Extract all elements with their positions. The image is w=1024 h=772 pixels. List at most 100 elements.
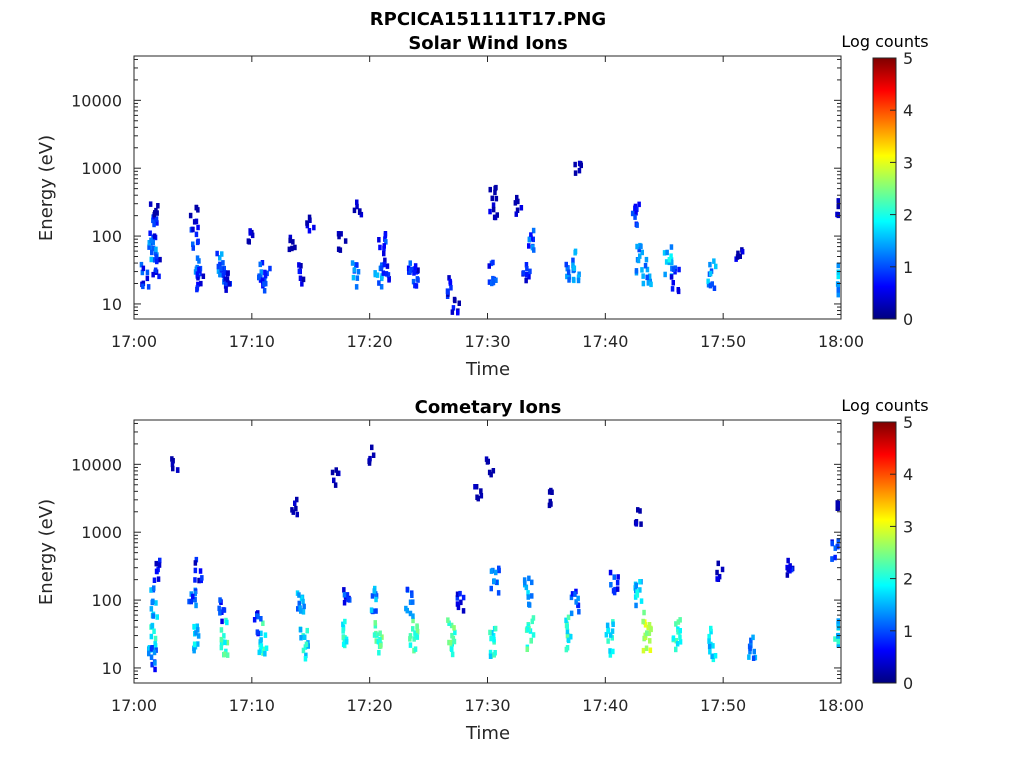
heatmap-cell <box>524 584 529 591</box>
figure-title: RPCICA151111T17.PNG <box>370 9 606 30</box>
colorbar-tick-label: 2 <box>903 570 913 589</box>
heatmap-cell <box>479 493 484 499</box>
heatmap-cell <box>408 599 413 605</box>
solar-wind-plot-frame <box>133 55 842 320</box>
heatmap-cell <box>218 255 222 261</box>
heatmap-cell <box>153 641 157 647</box>
heatmap-cell <box>570 591 575 597</box>
heatmap-cell <box>564 617 568 624</box>
heatmap-cell <box>527 243 531 249</box>
heatmap-cell <box>636 257 641 264</box>
heatmap-cell <box>381 270 386 276</box>
heatmap-cell <box>373 271 377 278</box>
heatmap-cell <box>450 309 455 315</box>
heatmap-cell <box>488 649 493 656</box>
heatmap-cell <box>264 645 269 651</box>
heatmap-cell <box>352 207 357 214</box>
heatmap-cell <box>493 189 497 196</box>
heatmap-cell <box>641 647 646 654</box>
heatmap-cell <box>712 285 717 291</box>
heatmap-cell <box>216 268 221 274</box>
colorbar-tick-label: 5 <box>903 413 913 432</box>
heatmap-cell <box>676 619 681 625</box>
heatmap-cell <box>667 257 672 263</box>
heatmap-cell <box>154 216 159 222</box>
heatmap-cell <box>350 260 355 266</box>
solar-wind-y-label: Energy (eV) <box>36 135 57 241</box>
heatmap-cell <box>475 494 479 500</box>
heatmap-cell <box>408 610 413 617</box>
heatmap-cell <box>344 639 349 645</box>
heatmap-cell <box>369 607 374 613</box>
heatmap-cell <box>139 261 144 268</box>
heatmap-cell <box>171 465 175 472</box>
x-tick-label: 17:50 <box>700 696 746 715</box>
x-tick-label: 18:00 <box>818 696 864 715</box>
heatmap-cell <box>639 598 644 604</box>
heatmap-cell <box>751 655 756 661</box>
heatmap-cell <box>665 249 669 256</box>
heatmap-cell <box>526 590 530 596</box>
heatmap-cell <box>382 243 386 249</box>
heatmap-cell <box>259 643 264 649</box>
heatmap-cell <box>195 271 200 277</box>
heatmap-cell <box>576 602 581 609</box>
heatmap-cell <box>293 500 297 506</box>
heatmap-cell <box>342 600 347 606</box>
heatmap-cell <box>714 263 718 270</box>
heatmap-cell <box>192 647 196 654</box>
heatmap-cell <box>740 249 745 255</box>
heatmap-cell <box>154 560 158 567</box>
heatmap-cell <box>415 634 420 640</box>
heatmap-cell <box>371 452 376 458</box>
heatmap-cell <box>640 267 644 273</box>
heatmap-cell <box>375 272 380 278</box>
heatmap-cell <box>301 647 306 654</box>
heatmap-cell <box>527 575 531 582</box>
heatmap-cell <box>836 291 840 298</box>
heatmap-cell <box>296 606 300 612</box>
heatmap-cell <box>297 592 301 598</box>
x-tick-label: 17:40 <box>582 332 628 351</box>
heatmap-cell <box>339 231 343 237</box>
heatmap-cell <box>263 632 268 638</box>
heatmap-cell <box>408 636 412 642</box>
heatmap-cell <box>225 652 230 658</box>
heatmap-cell <box>670 260 674 266</box>
heatmap-cell <box>149 256 153 263</box>
heatmap-cell <box>217 605 221 612</box>
x-tick-label: 17:50 <box>700 332 746 351</box>
heatmap-cell <box>489 635 493 642</box>
heatmap-cell <box>153 666 157 673</box>
heatmap-cell <box>151 271 155 278</box>
heatmap-cell <box>635 206 639 212</box>
heatmap-cell <box>222 265 226 272</box>
heatmap-cell <box>707 643 712 650</box>
cometary-colorbar-label: Log counts <box>841 396 928 415</box>
heatmap-cell <box>643 622 648 628</box>
cometary-y-axis: 10 100 1000 10000 <box>71 422 841 684</box>
heatmap-cell <box>152 649 157 656</box>
colorbar-tick-label: 3 <box>903 153 913 172</box>
colorbar-tick-label: 1 <box>903 622 913 641</box>
heatmap-cell <box>194 231 199 238</box>
heatmap-cell <box>609 582 613 588</box>
heatmap-cell <box>295 496 299 503</box>
heatmap-cell <box>565 624 569 630</box>
heatmap-cell <box>150 645 154 651</box>
heatmap-cell <box>633 205 637 211</box>
heatmap-cell <box>223 651 227 657</box>
heatmap-cell <box>216 263 221 270</box>
heatmap-cell <box>489 471 493 478</box>
heatmap-cell <box>193 596 197 603</box>
heatmap-cell <box>147 244 151 250</box>
heatmap-cell <box>156 576 161 582</box>
heatmap-cell <box>193 590 197 597</box>
heatmap-cell <box>153 267 158 273</box>
heatmap-cell <box>738 253 742 259</box>
colorbar-tick-label: 0 <box>903 310 913 329</box>
heatmap-cell <box>151 217 155 224</box>
heatmap-cell <box>611 588 616 594</box>
heatmap-cell <box>446 617 450 623</box>
heatmap-cell <box>532 247 536 253</box>
